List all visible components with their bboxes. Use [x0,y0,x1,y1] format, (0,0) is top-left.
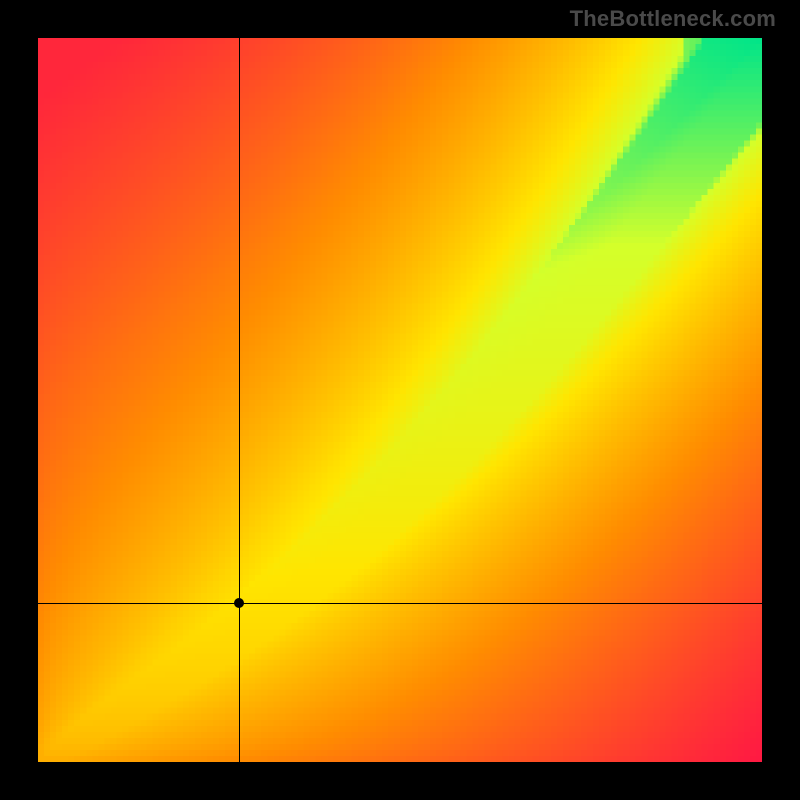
crosshair-vertical [239,38,240,762]
page-container: TheBottleneck.com [0,0,800,800]
selection-marker[interactable] [234,598,244,608]
watermark-text: TheBottleneck.com [570,6,776,32]
crosshair-horizontal [38,603,762,604]
bottleneck-heatmap [38,38,762,762]
